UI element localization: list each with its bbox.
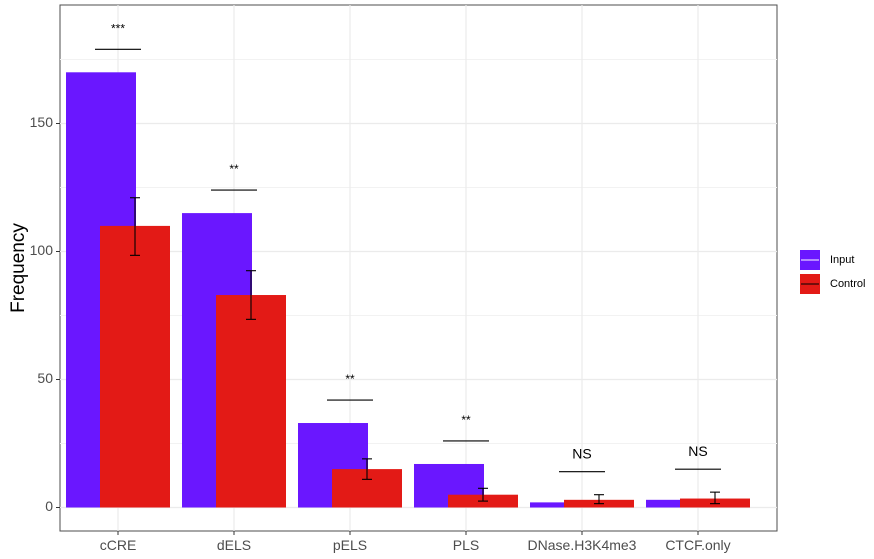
error-bars [130, 197, 720, 505]
error-bar-CTCF.only [710, 491, 720, 505]
x-tick-label: pELS [333, 537, 367, 553]
x-tick-label: CTCF.only [665, 537, 730, 553]
bars [66, 72, 750, 508]
error-bar-dELS [246, 270, 256, 320]
bar-control-dELS [216, 295, 286, 508]
error-bar-cCRE [130, 197, 140, 256]
significance-annotations: *********NS NS [95, 21, 721, 473]
y-tick-label: 0 [45, 498, 53, 514]
y-tick-label: 150 [30, 114, 54, 130]
bar-control-cCRE [100, 225, 170, 508]
x-tick-label: dELS [217, 537, 251, 553]
legend-label: Control [830, 278, 865, 290]
x-tick-label: PLS [453, 537, 479, 553]
x-axis: cCRE dELS pELS PLS DNase.H3K4me3 CTCF.only [100, 531, 731, 553]
legend-label: Input [830, 254, 854, 266]
legend-item-input: Input [800, 250, 854, 270]
significance-label: ** [229, 162, 239, 176]
y-tick-label: 100 [30, 242, 54, 258]
significance-label: ** [345, 372, 355, 386]
y-tick-label: 50 [37, 370, 53, 386]
significance-label: *** [111, 21, 125, 35]
legend-item-control: Control [800, 274, 865, 294]
legend: Input Control [800, 250, 865, 294]
significance-label: NS [688, 443, 707, 459]
x-tick-label: DNase.H3K4me3 [528, 537, 637, 553]
y-axis: 0 50 100 150 [30, 114, 60, 514]
error-bar-DNase.H3K4me3 [594, 494, 604, 505]
error-bar-pELS [362, 458, 372, 480]
significance-label: NS [572, 446, 591, 462]
x-tick-label: cCRE [100, 537, 137, 553]
significance-label: ** [461, 413, 471, 427]
error-bar-PLS [478, 487, 488, 502]
y-axis-label: Frequency [8, 223, 29, 313]
